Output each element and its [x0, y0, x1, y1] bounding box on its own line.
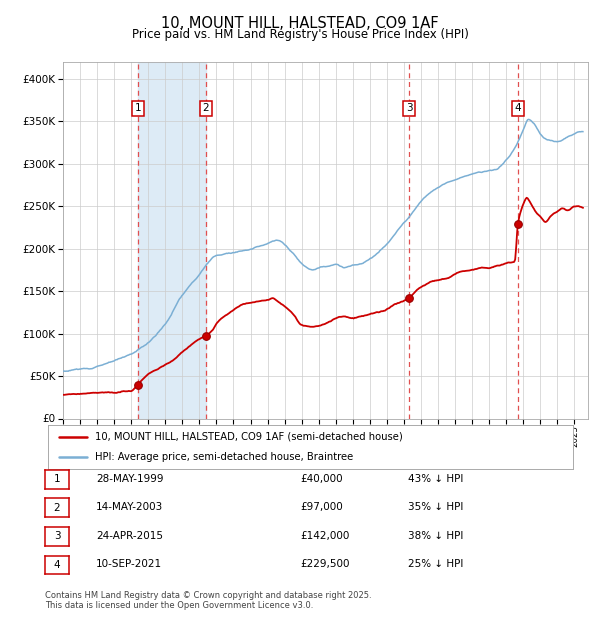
Text: 4: 4 [515, 104, 521, 113]
Text: 43% ↓ HPI: 43% ↓ HPI [408, 474, 463, 484]
Text: £40,000: £40,000 [300, 474, 343, 484]
Text: 10, MOUNT HILL, HALSTEAD, CO9 1AF (semi-detached house): 10, MOUNT HILL, HALSTEAD, CO9 1AF (semi-… [95, 432, 403, 442]
Text: 2: 2 [202, 104, 209, 113]
Text: £142,000: £142,000 [300, 531, 349, 541]
Text: 3: 3 [406, 104, 413, 113]
Text: 10-SEP-2021: 10-SEP-2021 [96, 559, 162, 569]
Text: 1: 1 [53, 474, 61, 484]
Text: 10, MOUNT HILL, HALSTEAD, CO9 1AF: 10, MOUNT HILL, HALSTEAD, CO9 1AF [161, 16, 439, 31]
Text: 1: 1 [135, 104, 142, 113]
Text: 24-APR-2015: 24-APR-2015 [96, 531, 163, 541]
Text: This data is licensed under the Open Government Licence v3.0.: This data is licensed under the Open Gov… [45, 601, 313, 610]
Text: 3: 3 [53, 531, 61, 541]
Text: Contains HM Land Registry data © Crown copyright and database right 2025.: Contains HM Land Registry data © Crown c… [45, 590, 371, 600]
Bar [138, 62, 206, 419]
Text: 35% ↓ HPI: 35% ↓ HPI [408, 502, 463, 512]
Text: 25% ↓ HPI: 25% ↓ HPI [408, 559, 463, 569]
Text: £97,000: £97,000 [300, 502, 343, 512]
Text: 14-MAY-2003: 14-MAY-2003 [96, 502, 163, 512]
Text: 2: 2 [53, 503, 61, 513]
Text: £229,500: £229,500 [300, 559, 349, 569]
Text: Price paid vs. HM Land Registry's House Price Index (HPI): Price paid vs. HM Land Registry's House … [131, 29, 469, 41]
Text: 28-MAY-1999: 28-MAY-1999 [96, 474, 163, 484]
Text: HPI: Average price, semi-detached house, Braintree: HPI: Average price, semi-detached house,… [95, 452, 353, 463]
Text: 4: 4 [53, 560, 61, 570]
Text: 38% ↓ HPI: 38% ↓ HPI [408, 531, 463, 541]
